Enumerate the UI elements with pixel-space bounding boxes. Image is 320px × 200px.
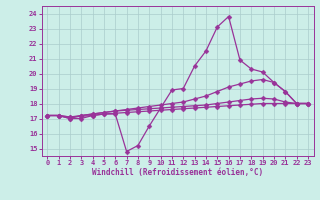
X-axis label: Windchill (Refroidissement éolien,°C): Windchill (Refroidissement éolien,°C) xyxy=(92,168,263,177)
